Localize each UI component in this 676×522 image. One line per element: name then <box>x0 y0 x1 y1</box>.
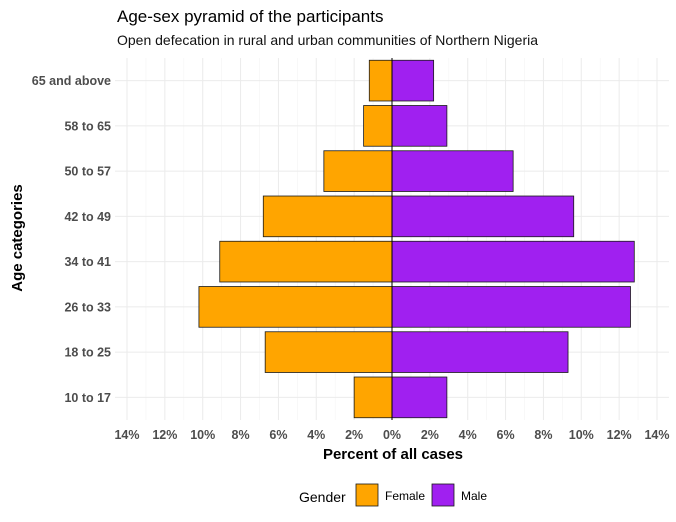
x-tick-label: 14% <box>114 428 139 442</box>
legend: Gender Female Male <box>299 483 487 507</box>
y-tick-label: 26 to 33 <box>64 300 111 314</box>
x-tick-label: 12% <box>152 428 177 442</box>
bar-male <box>391 195 575 238</box>
legend-title: Gender <box>299 489 346 505</box>
bar-female <box>353 376 393 419</box>
x-tick-label: 2% <box>345 428 363 442</box>
bar-female <box>323 150 393 192</box>
bar-male <box>391 150 514 192</box>
y-tick-label: 58 to 65 <box>64 119 111 133</box>
bar-female <box>198 286 393 328</box>
bar-female <box>264 331 393 373</box>
x-tick-label: 10% <box>569 428 594 442</box>
bar-female <box>363 105 393 147</box>
y-tick-label: 65 and above <box>32 74 111 88</box>
x-tick-labels: 14% 12% 10% 8% 6% 4% 2% 0% 2% 4% 6% 8% 10% 12% 14% <box>114 428 669 442</box>
bar-female <box>219 240 393 283</box>
legend-key <box>355 483 379 507</box>
y-axis-title: Age categories <box>9 184 26 292</box>
x-tick-label: 6% <box>269 428 287 442</box>
bar-male <box>391 376 448 419</box>
x-tick-label: 4% <box>459 428 477 442</box>
x-tick-label: 10% <box>190 428 215 442</box>
bars <box>198 59 635 419</box>
x-tick-label: 0% <box>383 428 401 442</box>
x-axis-title: Percent of all cases <box>323 446 463 463</box>
x-tick-label: 12% <box>607 428 632 442</box>
x-tick-label: 2% <box>421 428 439 442</box>
y-tick-label: 50 to 57 <box>64 165 111 179</box>
chart-title: Age-sex pyramid of the participants <box>117 7 383 26</box>
legend-label: Male <box>461 489 487 503</box>
legend-key <box>431 483 455 507</box>
y-tick-label: 10 to 17 <box>64 391 111 405</box>
y-tick-label: 34 to 41 <box>64 255 111 269</box>
bar-male <box>391 286 631 328</box>
bar-male <box>391 105 448 147</box>
x-tick-label: 4% <box>307 428 325 442</box>
bar-male <box>391 331 569 373</box>
bar-female <box>368 59 393 102</box>
y-tick-labels: 10 to 17 18 to 25 26 to 33 34 to 41 42 to 49… <box>32 74 111 405</box>
x-tick-label: 6% <box>497 428 515 442</box>
y-tick-label: 42 to 49 <box>64 210 111 224</box>
y-tick-label: 18 to 25 <box>64 346 111 360</box>
bar-male <box>391 240 635 283</box>
x-tick-label: 14% <box>644 428 669 442</box>
x-tick-label: 8% <box>232 428 250 442</box>
bar-male <box>391 59 435 102</box>
chart-subtitle: Open defecation in rural and urban commu… <box>117 32 538 48</box>
bar-female <box>262 195 393 238</box>
legend-label: Female <box>385 489 425 503</box>
x-tick-label: 8% <box>534 428 552 442</box>
